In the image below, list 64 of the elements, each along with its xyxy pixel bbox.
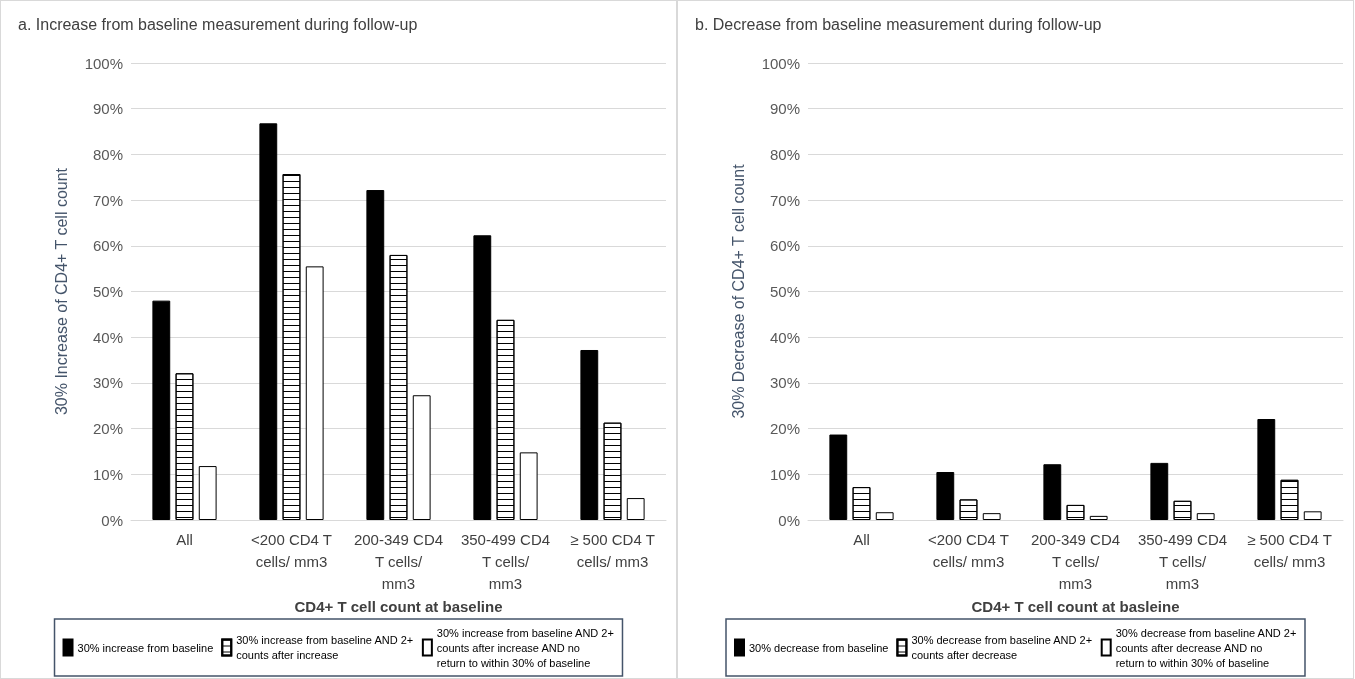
y-tick-label: 100% — [761, 54, 800, 72]
y-tick-label: 90% — [92, 100, 123, 118]
bar — [1196, 513, 1215, 520]
bar — [1257, 419, 1276, 520]
y-tick-label: 20% — [769, 420, 800, 438]
bar — [982, 513, 1001, 520]
x-tick-label: All — [176, 530, 193, 548]
y-tick-label: 80% — [769, 145, 800, 163]
bar — [1089, 515, 1108, 520]
bar — [198, 466, 217, 520]
x-tick-label: All — [853, 530, 870, 548]
y-tick-label: 90% — [769, 100, 800, 118]
y-tick-label: 50% — [92, 283, 123, 300]
legend-label: 30% increase from baseline AND 2+ counts after increase AND no return to within 30% of baseline — [436, 626, 614, 669]
bar — [152, 300, 171, 520]
bar — [259, 123, 278, 520]
x-tick-label: 200-349 CD4 T cells/ mm3 — [353, 530, 444, 592]
bar — [366, 190, 385, 520]
legend-label: 30% decrease from baseline AND 2+ counts after decrease AND no return to within 30% of baseline — [1115, 626, 1297, 669]
y-tick-label: 30% — [92, 374, 123, 392]
bar — [580, 350, 599, 520]
y-tick-label: 30% — [769, 374, 800, 392]
y-tick-label: 10% — [769, 465, 800, 483]
x-tick-label: ≥ 500 CD4 T cells/ mm3 — [570, 530, 655, 570]
x-tick-label: 350-499 CD4 T cells/ mm3 — [460, 530, 551, 592]
x-tick-label: 200-349 CD4 T cells/ mm3 — [1030, 530, 1121, 592]
x-axis-title: CD4+ T cell count at baseline — [294, 597, 503, 615]
bar — [473, 235, 492, 520]
chart-title: b. Decrease from baseline measurement during follow-up — [695, 15, 1102, 33]
x-tick-label: ≥ 500 CD4 T cells/ mm3 — [1247, 530, 1332, 570]
bar — [1043, 464, 1062, 520]
y-tick-label: 50% — [769, 283, 800, 300]
legend-label: 30% decrease from baseline — [749, 641, 889, 654]
bar — [1303, 511, 1322, 520]
x-tick-label: <200 CD4 T cells/ mm3 — [927, 530, 1010, 570]
bar — [412, 395, 431, 520]
y-tick-label: 10% — [92, 465, 123, 483]
x-axis-title: CD4+ T cell count at basleine — [971, 597, 1180, 615]
y-tick-label: 60% — [769, 237, 800, 255]
y-tick-label: 40% — [92, 328, 123, 346]
y-tick-label: 0% — [101, 511, 123, 529]
x-tick-label: <200 CD4 T cells/ mm3 — [250, 530, 333, 570]
bar — [1150, 462, 1169, 520]
chart-title: a. Increase from baseline measurement during follow-up — [18, 15, 418, 33]
y-tick-label: 80% — [92, 145, 123, 163]
legend-label: 30% increase from baseline — [77, 641, 214, 654]
y-tick-label: 70% — [92, 191, 123, 209]
y-axis-title: 30% Decrease of CD4+ T cell count — [729, 163, 747, 419]
bar — [875, 512, 894, 520]
y-tick-label: 60% — [92, 237, 123, 255]
bar — [305, 266, 324, 520]
y-tick-label: 20% — [92, 420, 123, 438]
legend-label: 30% increase from baseline AND 2+ counts after increase — [236, 634, 414, 661]
y-tick-label: 40% — [769, 328, 800, 346]
bar — [519, 452, 538, 520]
bar — [626, 498, 645, 520]
y-tick-label: 100% — [84, 54, 123, 72]
bar — [829, 434, 848, 520]
y-axis-title: 30% Increase of CD4+ T cell count — [52, 167, 70, 416]
y-tick-label: 70% — [769, 191, 800, 209]
y-tick-label: 0% — [778, 511, 800, 529]
x-tick-label: 350-499 CD4 T cells/ mm3 — [1137, 530, 1228, 592]
legend-label: 30% decrease from baseline AND 2+ counts after decrease — [911, 634, 1093, 661]
bar — [936, 472, 955, 520]
